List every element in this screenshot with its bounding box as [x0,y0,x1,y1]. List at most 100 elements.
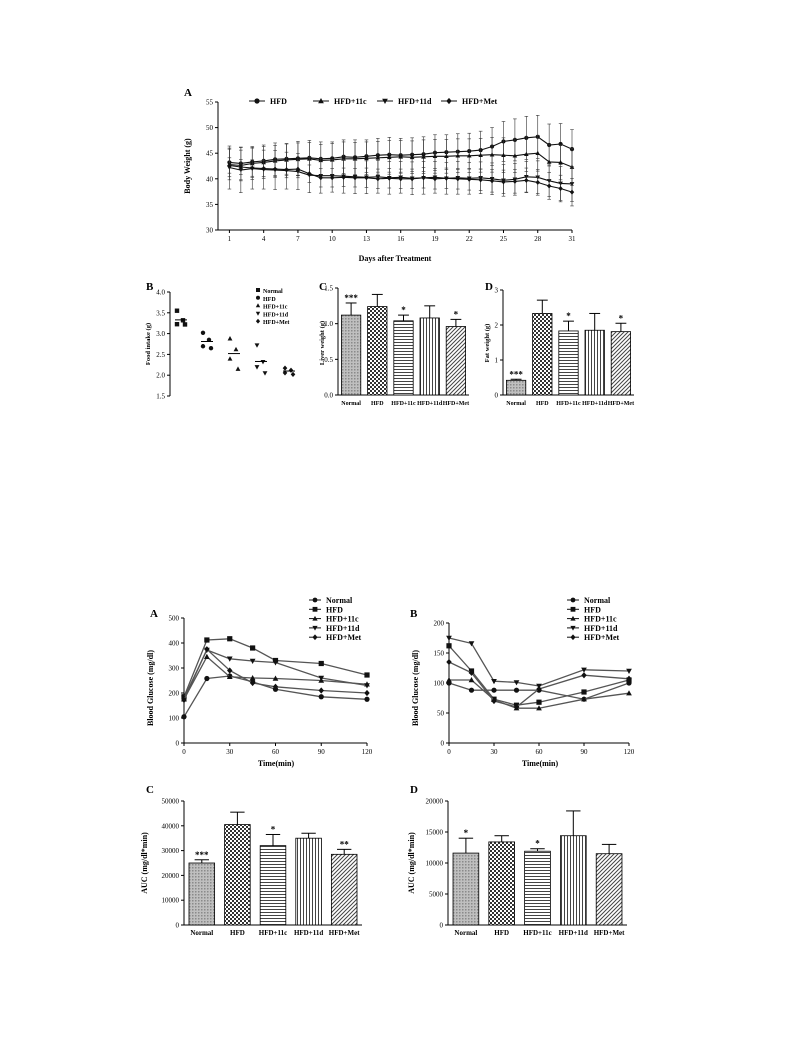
fig2-b-series-normal-point [468,687,475,693]
fig1-a-legend-hfd-met-label: HFD+Met [462,97,498,106]
fig1-b-group-hfd-11c-point [233,346,239,352]
fig1-a-legend-hfd-11d-marker [382,98,388,104]
fig1-a-legend-hfd-label: HFD [270,97,287,106]
fig1-a-series-hfd-met-point [238,164,244,170]
fig1-a-series-hfd-met-point [398,176,403,182]
fig2-a-y-tick-label: 200 [169,690,180,698]
fig2-b-series-hfd-11d-point [446,635,452,641]
fig2-d-bar-hfd-met [595,853,623,926]
fig2-panel-d: D 0 5000 10000 15000 20000 * Normal HFD * HFD+11… [407,784,627,937]
fig1-b-y-tick-label: 2.5 [156,351,165,359]
fig1-a-series-hfd-met-point [375,176,381,182]
fig1-a-x-ticks: 1 4 7 10 13 16 19 22 25 28 31 [228,230,576,243]
fig1-a-series-hfd-11c-point [489,152,495,157]
fig2-b-y-title: Blood Glucose (mg/dl) [411,650,420,726]
fig1-a-series-hfd-11c-point [421,154,426,159]
fig1-b-group-hfd-11d-point [254,365,260,370]
fig1-b-legend-hfd-11d-marker [255,311,261,316]
fig1-a-series-hfd-11c-point [455,153,461,158]
fig1-c-bar-normal [341,314,362,396]
fig1-d-bar-hfd-group: HFD [532,299,553,407]
fig2-b-series-hfd-met-point [536,685,542,693]
fig2-a-series-hfd-11d-point [272,660,279,666]
fig1-a-series-hfd-met-point [569,189,575,195]
fig1-b-group-hfd-11c-point [235,366,241,371]
fig2-a-series-hfd-met [181,646,370,704]
fig1-a-legend-hfd-marker [254,98,260,104]
fig2-a-letter: A [150,608,158,620]
fig1-b-legend-hfd-label: HFD [263,297,276,303]
fig2-a-legend-normal-label: Normal [326,596,353,605]
fig2-a-y-ticks: 0 100 200 300 400 500 [169,615,184,748]
fig2-c-y-tick-label: 30000 [162,847,180,855]
fig2-a-series-normal-point [204,675,210,682]
fig1-b-y-tick-label: 4.0 [156,289,165,297]
fig1-b-group-hfd-11c [227,336,241,371]
fig2-b-series-hfd-met-point [468,669,475,676]
fig2-c-bar-hfd-11c-category-label: HFD+11c [259,929,288,937]
fig2-a-y-tick-label: 0 [176,740,180,748]
fig2-a-legend-hfd-11c-marker [312,615,318,621]
fig2-d-bar-hfd-11d [560,835,587,926]
fig2-c-bar-hfd-11c-significance: * [271,824,276,834]
fig1-c-bar-normal-group: *** Normal [341,293,361,407]
fig2-b-x-tick-label: 120 [624,748,635,756]
fig2-b-legend-hfd-met-label: HFD+Met [584,633,620,642]
fig2-b-legend-hfd-11c-marker [570,615,576,621]
fig1-b-legend-hfd-met-label: HFD+Met [263,320,289,326]
fig1-b-y-tick-label: 3.0 [156,330,165,338]
fig1-b-legend-normal-label: Normal [263,289,283,295]
fig1-d-bar-hfd [532,313,553,396]
fig1-c-plot-area: *** Normal HFD * HFD+11c HFD+11d * HFD+Met [341,293,469,407]
fig1-d-bar-hfd-met-group: * HFD+Met [608,313,634,407]
fig1-c-bar-hfd-11d-group: HFD+11d [417,305,443,407]
fig2-c-bar-hfd-met [330,853,358,926]
fig2-a-series-normal-point [318,694,324,700]
fig2-b-series-hfd-point [446,643,452,649]
fig1-a-x-tick-label: 31 [569,235,577,243]
fig2-b-legend-normal-label: Normal [584,596,611,605]
fig2-a-series-normal-point [181,714,187,720]
fig1-c-y-tick-label: 0.5 [324,356,333,364]
fig2-b-x-tick-label: 60 [536,748,544,756]
fig1-b-group-hfd-point [200,344,206,349]
fig1-a-series-hfd-11c-point [398,154,404,159]
fig1-c-bar-normal-significance: *** [344,293,358,303]
fig2-c-bar-normal-category-label: Normal [190,929,213,937]
fig2-b-series-hfd-met-point [581,672,587,679]
fig1-a-y-tick-label: 45 [206,150,214,158]
fig2-b-series-hfd-point [581,689,587,695]
fig1-b-group-hfd-11c-point [227,356,233,361]
fig1-a-x-tick-label: 28 [534,235,542,243]
fig2-d-y-tick-label: 20000 [426,798,444,806]
fig1-a-x-tick-label: 7 [296,235,300,243]
fig1-a-series-hfd-met-point [341,174,346,180]
fig2-b-series-hfd-11d [446,635,632,689]
fig2-b-series-hfd-met-point [446,658,452,666]
fig1-a-series-hfd-met-point [421,175,426,181]
fig1-a-series-hfd-met-point [307,171,312,177]
fig1-b-group-normal-point [182,322,188,327]
fig2-d-bar-hfd-11c-group: * HFD+11c [523,839,552,937]
fig2-b-y-tick-label: 200 [434,620,445,628]
fig1-a-series-hfd-met-point [558,186,563,192]
fig1-a-series-hfd-met-point [478,177,483,183]
fig1-b-group-hfd-met [282,365,296,378]
fig2-d-bar-hfd-category-label: HFD [494,929,509,937]
fig1-c-bar-hfd-met-group: * HFD+Met [443,309,469,407]
fig1-a-y-tick-label: 55 [206,99,214,107]
fig2-c-bar-hfd-11d-category-label: HFD+11d [294,929,323,937]
fig2-d-plot-area: * Normal HFD * HFD+11c HFD+11d HFD+Met [452,810,625,937]
fig1-a-series-hfd-met-point [524,177,529,183]
fig1-c-y-tick-label: 1.0 [324,320,333,328]
fig1-a-series-hfd-met-point [409,176,415,182]
fig1-b-group-hfd-met-point [282,365,288,371]
fig1-a-series-hfd-11c-point [524,151,529,157]
fig1-a-series-hfd-met [227,157,575,207]
fig2-a-y-tick-label: 400 [169,640,180,648]
fig2-d-y-ticks: 0 5000 10000 15000 20000 [426,798,448,930]
fig2-a-series-hfd-11c-point [272,675,279,681]
